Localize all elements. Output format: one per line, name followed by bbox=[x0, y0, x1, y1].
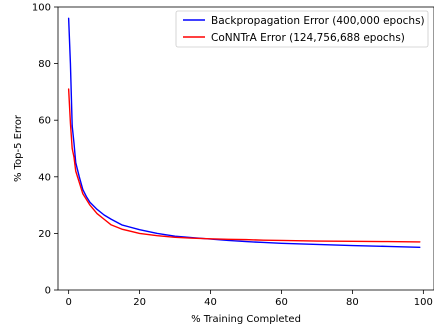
series-layer bbox=[67, 17, 421, 248]
y-tick-label: 20 bbox=[38, 229, 51, 240]
x-tick-label: 40 bbox=[204, 297, 217, 308]
y-axis: 0 20 40 60 80 100 bbox=[32, 3, 58, 297]
y-tick-label: 80 bbox=[38, 59, 51, 70]
y-axis-label: % Top-5 Error bbox=[13, 114, 24, 182]
legend: Backpropagation Error (400,000 epochs) C… bbox=[175, 10, 429, 48]
legend-label-backpropagation: Backpropagation Error (400,000 epochs) bbox=[211, 15, 425, 27]
series-line-conntra bbox=[67, 88, 421, 243]
plot-frame bbox=[57, 6, 434, 291]
y-tick-label: 100 bbox=[32, 3, 51, 14]
y-tick-label: 40 bbox=[38, 172, 51, 183]
series-line-backpropagation bbox=[67, 17, 421, 248]
y-tick-label: 0 bbox=[45, 286, 51, 297]
x-axis-label: % Training Completed bbox=[191, 314, 301, 325]
x-tick-label: 80 bbox=[346, 297, 359, 308]
legend-label-conntra: CoNNTrA Error (124,756,688 epochs) bbox=[211, 32, 405, 44]
y-tick-label: 60 bbox=[38, 116, 51, 127]
x-tick-label: 60 bbox=[275, 297, 288, 308]
x-axis: 0 20 40 60 80 100 bbox=[65, 290, 433, 308]
x-tick-label: 0 bbox=[65, 297, 71, 308]
x-tick-label: 100 bbox=[414, 297, 433, 308]
legend-box bbox=[175, 10, 429, 48]
x-tick-label: 20 bbox=[133, 297, 146, 308]
